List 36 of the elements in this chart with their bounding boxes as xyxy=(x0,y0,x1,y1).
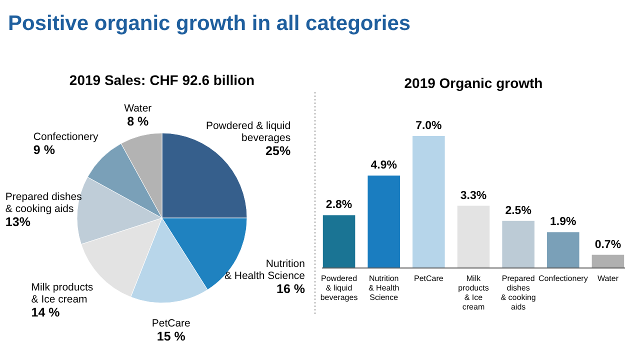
slice-label: Confectionery xyxy=(33,131,99,144)
bar xyxy=(368,176,400,268)
slice-label: Prepared dishes & cooking aids xyxy=(5,191,82,216)
slice-label: PetCare xyxy=(152,318,191,330)
x-tick-label: Prepared dishes & cooking aids xyxy=(500,274,536,312)
bar xyxy=(322,215,356,268)
data-label: 2.8% xyxy=(326,199,352,212)
data-label: 8 % xyxy=(127,114,149,128)
x-tick-label: Milk products & Ice cream xyxy=(458,274,489,312)
data-label: 3.3% xyxy=(460,190,487,202)
data-label: 1.9% xyxy=(550,216,576,228)
x-tick-label: Powdered & liquid beverages xyxy=(320,274,358,302)
data-label: 13% xyxy=(5,215,30,230)
x-tick-label: Nutrition & Health Science xyxy=(368,274,400,302)
x-tick-label: PetCare xyxy=(414,274,444,283)
data-label: 0.7% xyxy=(594,238,622,251)
data-label: 16 % xyxy=(276,282,305,296)
chart-subtitle: 2019 Sales: CHF 92.6 billion xyxy=(69,72,255,88)
slice-label: Water xyxy=(124,102,152,114)
bar xyxy=(457,206,490,268)
x-tick-label: Water xyxy=(597,274,619,283)
chart-title: Positive organic growth in all categories xyxy=(8,12,411,35)
bar xyxy=(547,232,580,268)
data-label: 25% xyxy=(266,144,291,158)
slice-label: Powdered & liquid beverages xyxy=(206,120,291,144)
chart-title: 2019 Organic growth xyxy=(404,75,543,91)
bar xyxy=(592,254,624,268)
data-label: 9 % xyxy=(33,143,55,158)
x-tick-label: Confectionery xyxy=(538,274,588,283)
data-label: 7.0% xyxy=(416,120,442,132)
data-label: 2.5% xyxy=(505,204,532,217)
data-label: 4.9% xyxy=(370,160,397,172)
data-label: 14 % xyxy=(31,305,60,320)
bar xyxy=(502,220,534,268)
data-label: 15 % xyxy=(156,330,186,343)
bar xyxy=(412,136,445,268)
